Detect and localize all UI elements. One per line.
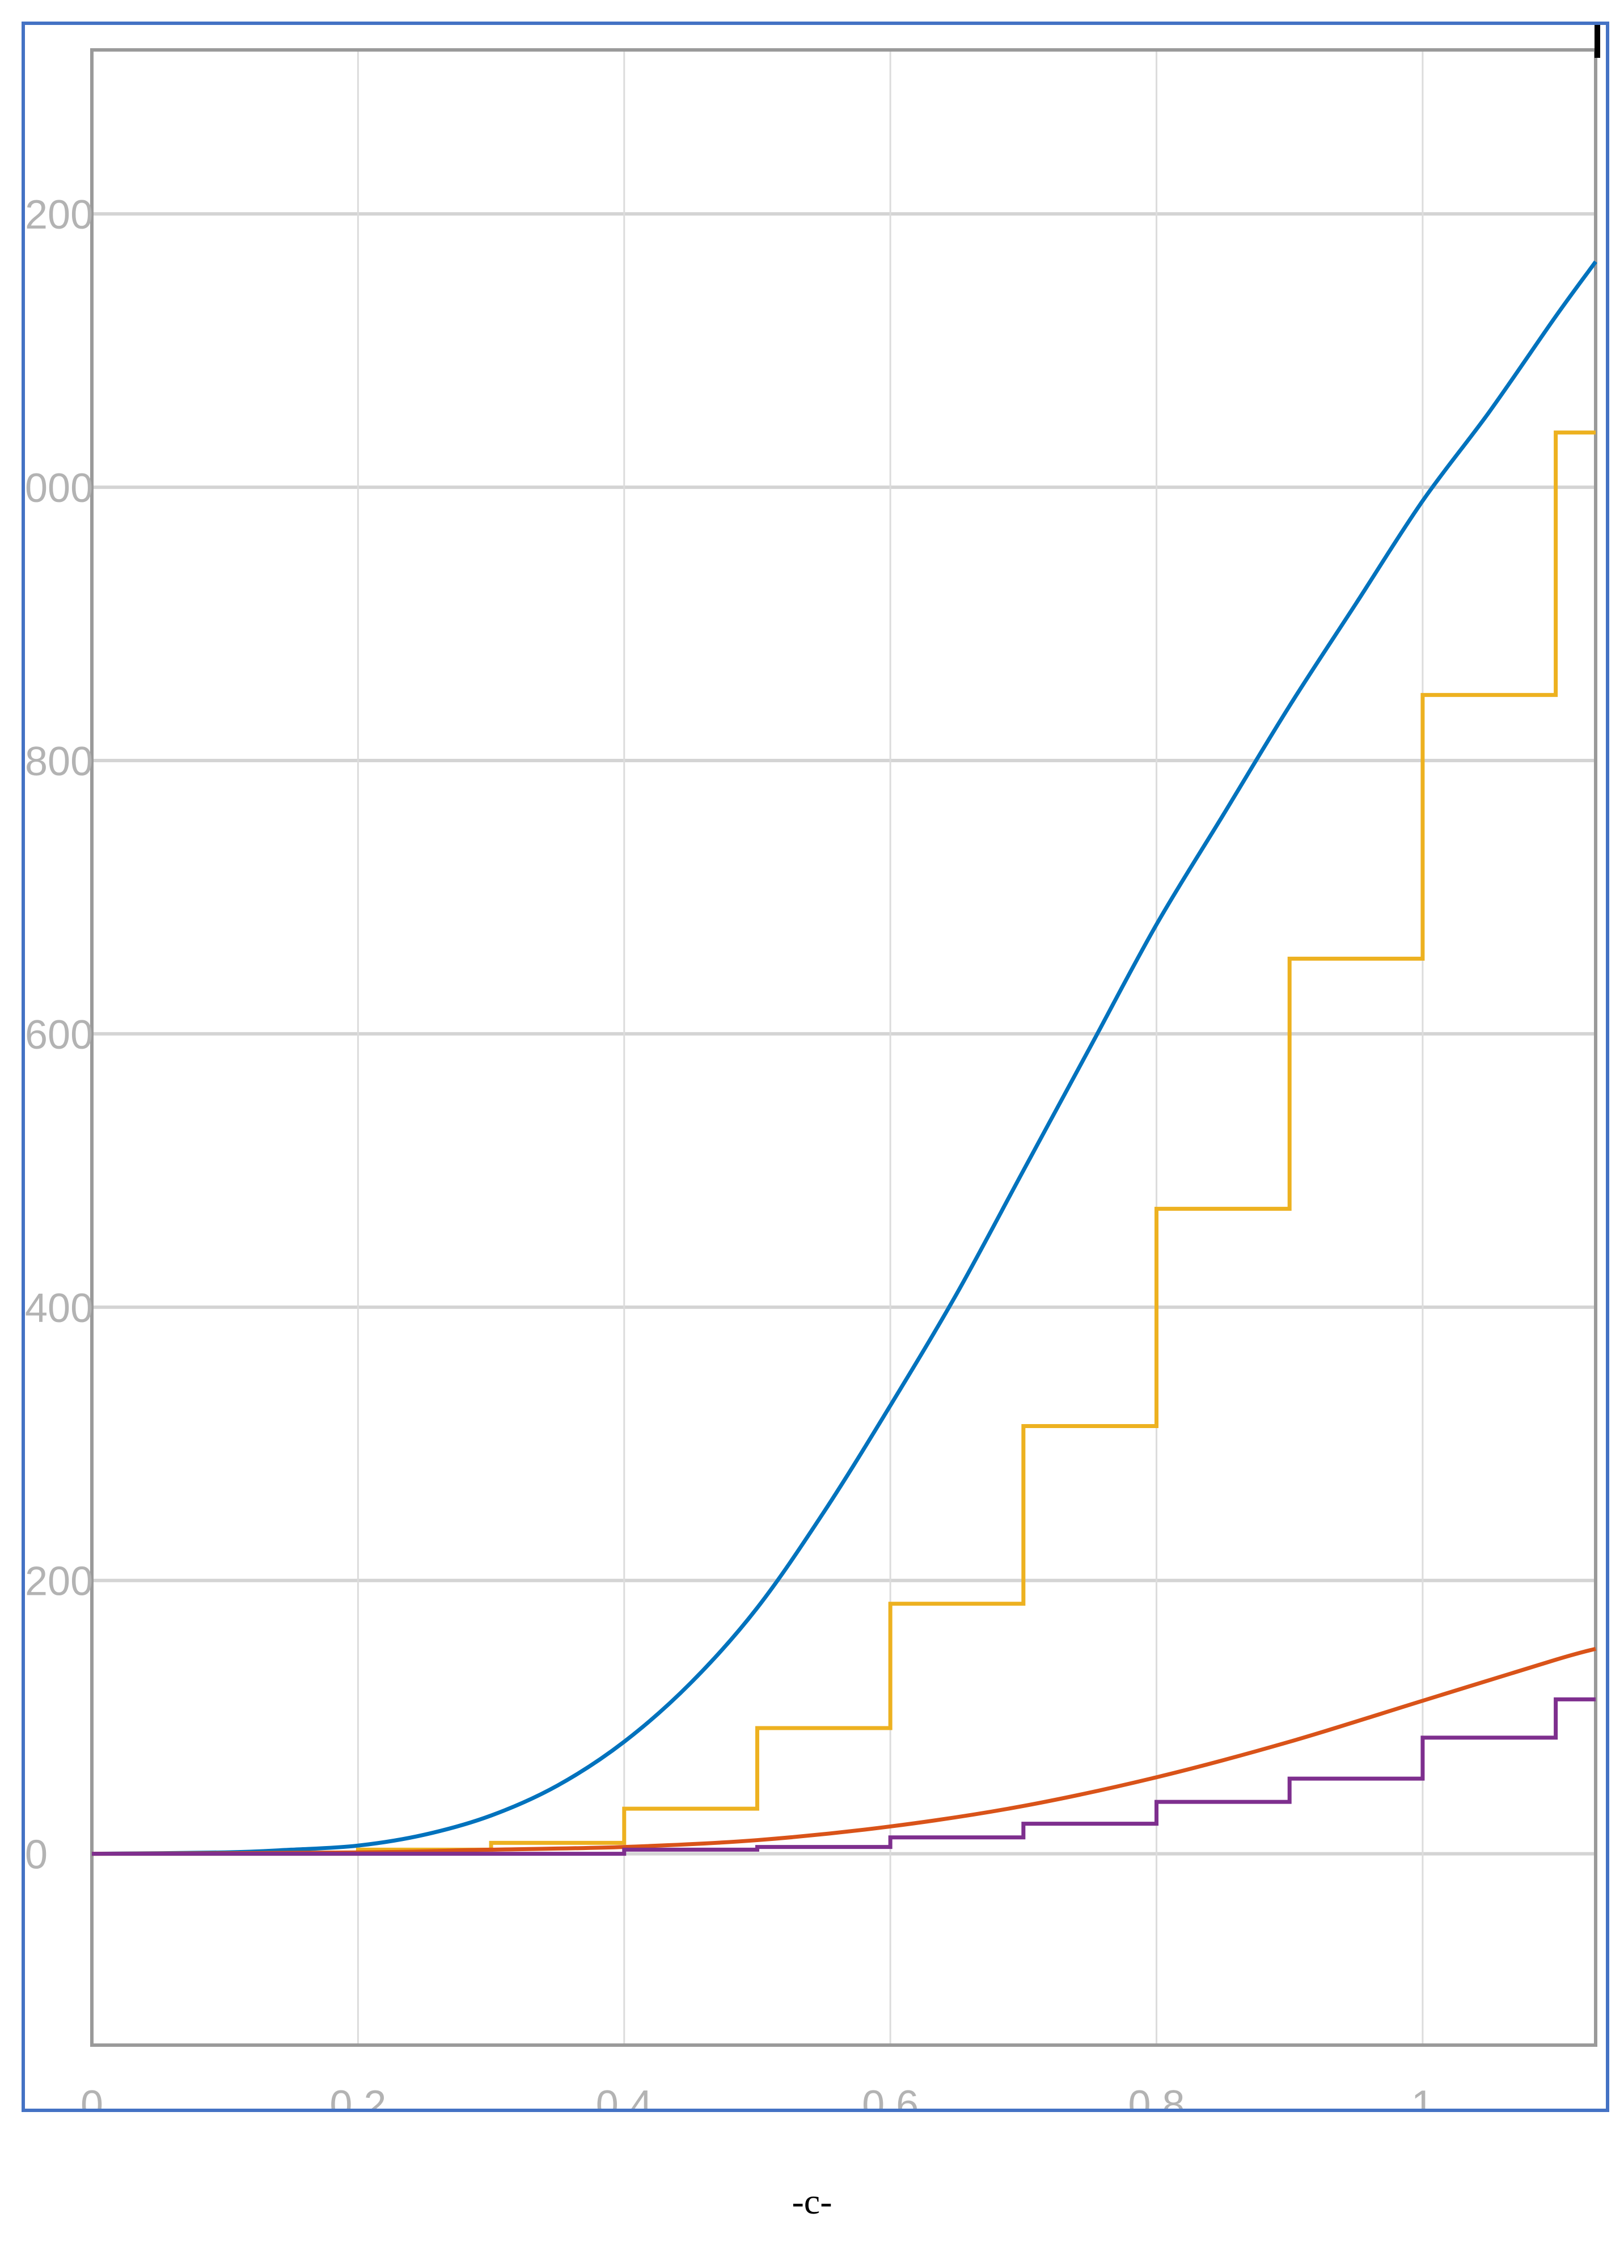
series-4-line (92, 1697, 1596, 1856)
y-tick-label: 400 (25, 1286, 93, 1331)
figure-caption: -c- (792, 2181, 832, 2221)
series-3-line (91, 1646, 1596, 1856)
x-tick-label: 0 (81, 2083, 103, 2109)
plot-area-border (90, 48, 1597, 2047)
x-tick-label: 0.4 (596, 2083, 653, 2109)
x-tick-labels: 0 0.2 0.4 0.6 0.8 1 (81, 2083, 1434, 2109)
y-tick-labels: 0 200 400 600 800 000 200 (25, 192, 93, 1878)
y-tick-label: 600 (25, 1012, 93, 1058)
y-tick-label: 800 (25, 739, 93, 784)
line-chart: 0 200 400 600 800 000 200 0 0.2 0.4 0.6 0.8 1 (25, 25, 1600, 2109)
x-tick-label: 0.8 (1128, 2083, 1185, 2109)
y-tick-label: 200 (25, 192, 93, 238)
x-gridlines (357, 50, 1424, 2045)
y-tick-label: 0 (25, 1832, 48, 1878)
x-tick-label: 1 (1411, 2083, 1434, 2109)
series-layer (91, 260, 1597, 1856)
x-tick-label: 0.2 (329, 2083, 386, 2109)
y-gridlines (92, 212, 1596, 1856)
x-tick-label: 0.6 (862, 2083, 919, 2109)
series-1-line (91, 260, 1597, 1856)
series-2-line (92, 430, 1596, 1856)
y-tick-label: 000 (25, 466, 93, 511)
y-tick-label: 200 (25, 1559, 93, 1604)
corner-marker (1595, 25, 1600, 58)
chart-frame: 0 200 400 600 800 000 200 0 0.2 0.4 0.6 0.8 1 (22, 22, 1609, 2112)
